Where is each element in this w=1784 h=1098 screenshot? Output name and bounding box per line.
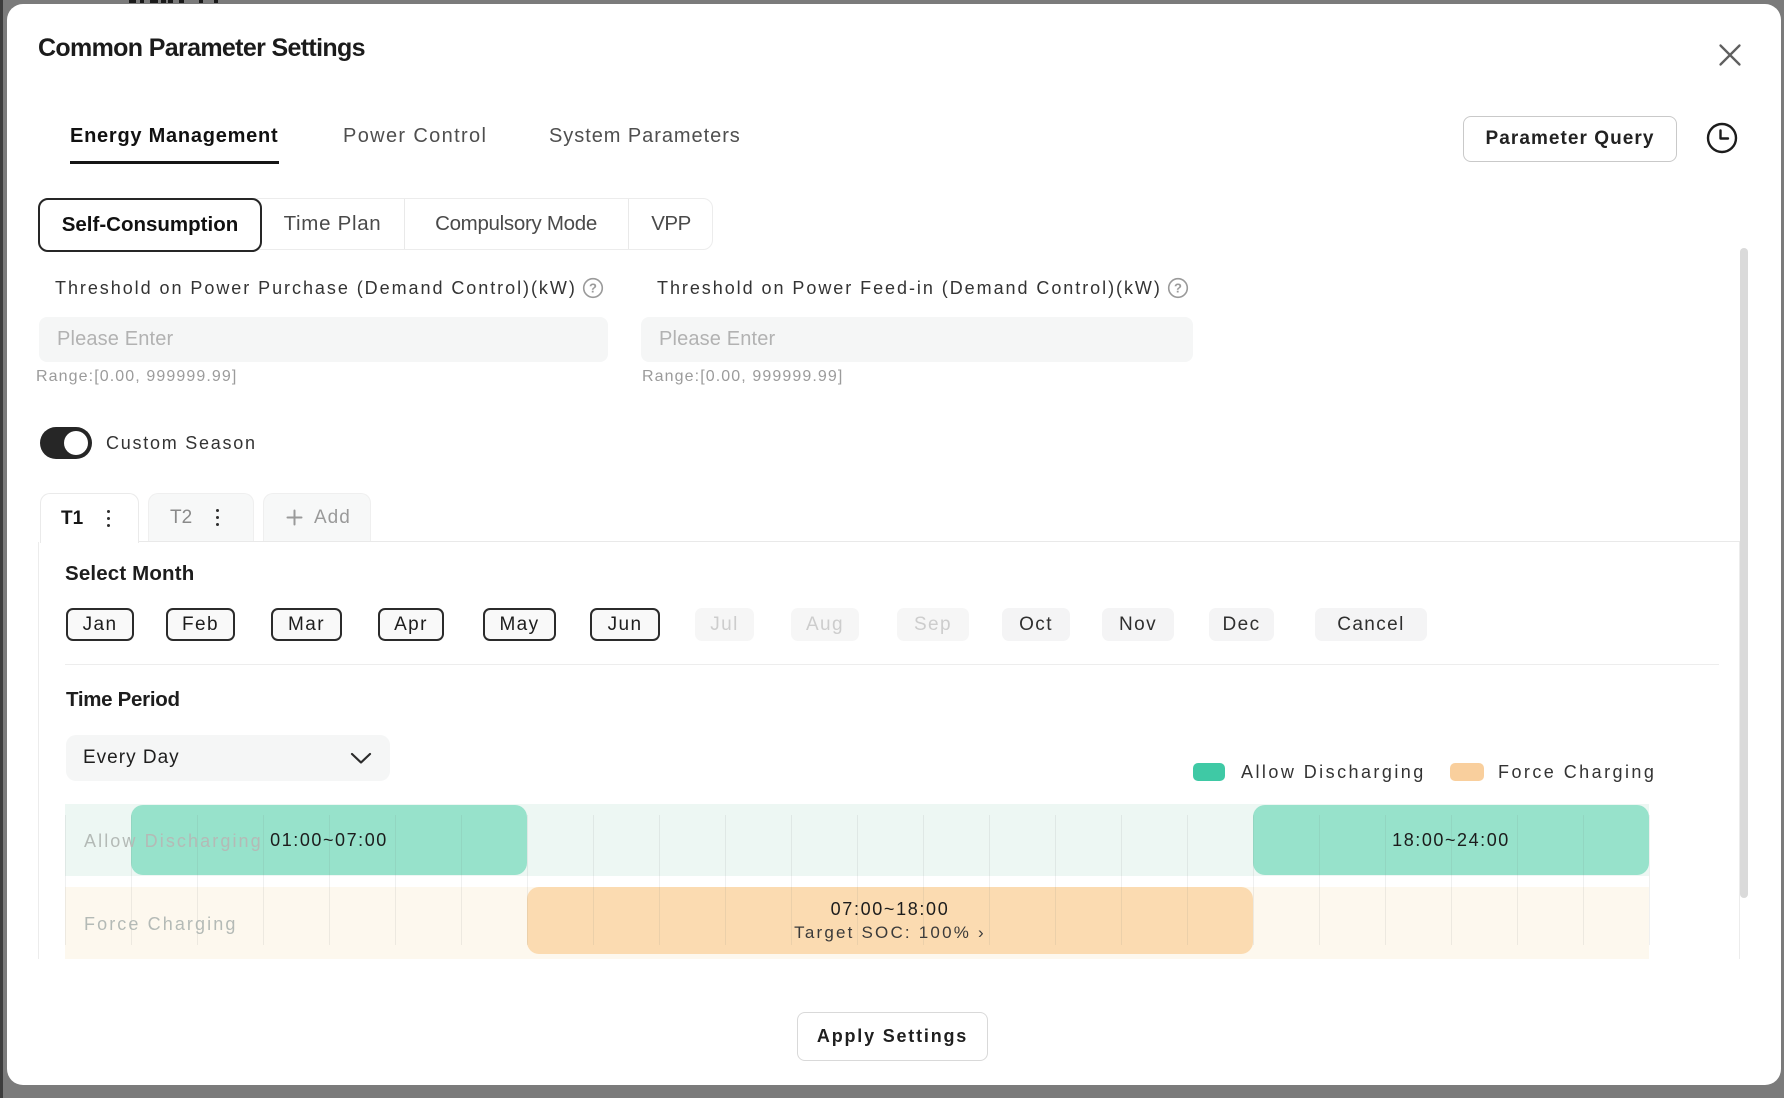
svg-text:?: ? (1174, 281, 1182, 296)
svg-text:?: ? (589, 281, 597, 296)
